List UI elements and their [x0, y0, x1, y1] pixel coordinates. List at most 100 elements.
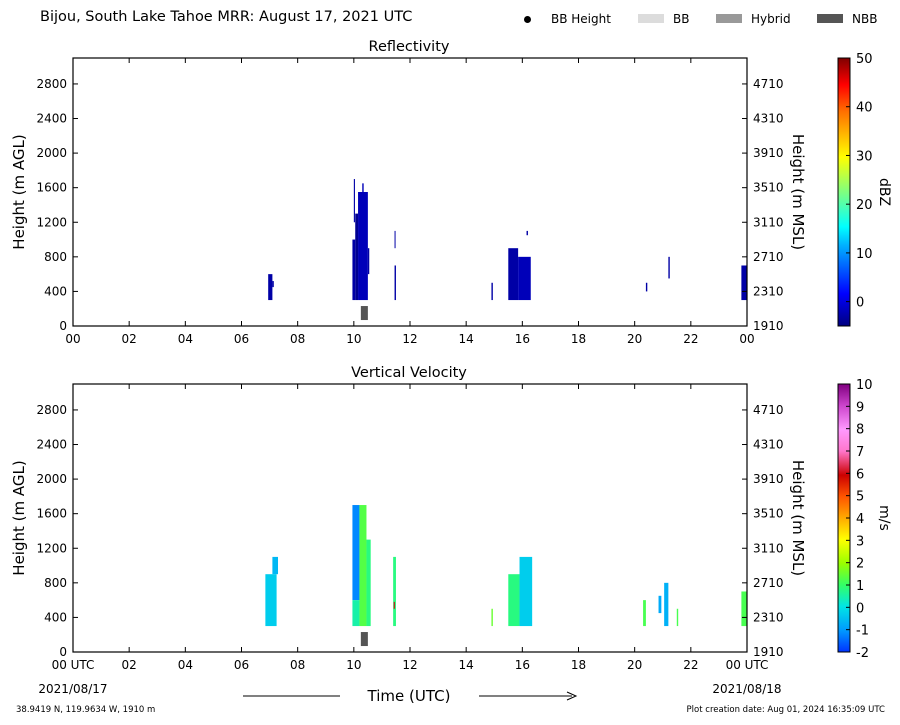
velocity-y-ticks: 0 400 800 1200 1600 2000 2400 2800: [36, 403, 78, 659]
y-right-tick-label: 4710: [753, 403, 784, 417]
colorbar-tick-label: 8: [856, 423, 864, 438]
y-right-tick-label: 2310: [753, 610, 784, 624]
legend-label-bb-height: BB Height: [551, 12, 611, 26]
data-cell-1: [272, 556, 279, 575]
y-right-tick-label: 3910: [753, 146, 784, 160]
y-right-tick-label: 3110: [753, 215, 784, 229]
data-cell-5: [358, 192, 368, 301]
y-tick-label: 2800: [36, 403, 67, 417]
y-tick-label: 800: [44, 576, 67, 590]
data-cell-6: [362, 183, 364, 192]
data-cell-4: [355, 213, 359, 301]
colorbar-tick-label: 50: [856, 52, 873, 67]
data-cell-12: [518, 256, 531, 301]
data-cell-7: [393, 601, 395, 609]
y-tick-label: 400: [44, 284, 67, 298]
data-cell-9: [508, 574, 520, 627]
legend-swatch-hybrid: [716, 14, 742, 23]
x-tick-label: 00 UTC: [52, 658, 95, 672]
x-tick-label: 00: [65, 332, 80, 346]
y-tick-label: 2000: [36, 146, 67, 160]
data-cell-10: [491, 282, 493, 301]
x-tick-label: 08: [290, 332, 305, 346]
reflectivity-panel: Reflectivity 00 02 04 06 08 10 12 14 16 18 20 22 00 …: [10, 39, 892, 346]
colorbar-tick-label: 20: [856, 198, 873, 213]
data-cell-6: [393, 556, 396, 627]
data-cell-1: [272, 281, 274, 288]
x-tick-label: 22: [683, 658, 698, 672]
reflectivity-x-ticks: 00 02 04 06 08 10 12 14 16 18 20 22 00: [65, 58, 755, 346]
y-tick-label: 0: [59, 319, 67, 333]
y-right-tick-label: 2710: [753, 250, 784, 264]
colorbar-tick-label: 10: [856, 378, 873, 393]
bright-band-marker-0: [360, 306, 368, 321]
bb-height-legend-dot-icon: [524, 16, 531, 23]
x-tick-label: 14: [459, 658, 474, 672]
velocity-title: Vertical Velocity: [351, 365, 467, 381]
y-tick-label: 0: [59, 645, 67, 659]
legend-swatch-bb: [638, 14, 664, 23]
y-right-tick-label: 3510: [753, 181, 784, 195]
reflectivity-colorbar: [837, 57, 851, 327]
colorbar-tick-label: 40: [856, 101, 873, 116]
reflectivity-bright-band: [360, 306, 368, 321]
end-date-label: 2021/08/18: [712, 682, 781, 696]
data-cell-7: [367, 248, 370, 275]
data-cell-10: [519, 556, 533, 627]
legend-swatch-nbb: [817, 14, 843, 23]
y-tick-label: 800: [44, 250, 67, 264]
colorbar-tick-label: 9: [856, 400, 864, 415]
y-right-tick-label: 3510: [753, 507, 784, 521]
data-cell-2: [352, 505, 360, 601]
data-cell-3: [352, 600, 360, 627]
y-tick-label: 1600: [36, 507, 67, 521]
reflectivity-y-label-right: Height (m MSL): [789, 134, 807, 250]
x-tick-label: 02: [122, 658, 137, 672]
colorbar-tick-label: -1: [856, 624, 869, 639]
colorbar-tick-label: 2: [856, 557, 864, 572]
y-tick-label: 2800: [36, 77, 67, 91]
data-cell-15: [741, 591, 747, 627]
data-cell-9: [394, 230, 396, 249]
x-tick-label: 04: [178, 658, 193, 672]
x-tick-label: 16: [515, 658, 530, 672]
colorbar-tick-label: 30: [856, 149, 873, 164]
x-tick-label: 04: [178, 332, 193, 346]
x-tick-label: 12: [402, 332, 417, 346]
data-cell-13: [526, 230, 528, 236]
x-tick-label: 06: [234, 332, 249, 346]
x-tick-label: 14: [459, 332, 474, 346]
colorbar-tick-label: 3: [856, 534, 864, 549]
x-tick-label: 10: [346, 658, 361, 672]
y-tick-label: 1200: [36, 541, 67, 555]
y-tick-label: 2000: [36, 472, 67, 486]
colorbar-tick-label: 0: [856, 601, 864, 616]
data-cell-8: [491, 608, 493, 627]
velocity-y-label: Height (m AGL): [10, 460, 28, 575]
reflectivity-colorbar-ticks: 0 10 20 30 40 50: [846, 52, 873, 311]
velocity-y-label-right: Height (m MSL): [789, 460, 807, 576]
location-footer: 38.9419 N, 119.9634 W, 1910 m: [16, 705, 156, 715]
x-tick-label: 08: [290, 658, 305, 672]
y-right-tick-label: 4310: [753, 438, 784, 452]
y-right-tick-label: 4710: [753, 77, 784, 91]
x-axis-label: Time (UTC): [367, 687, 451, 705]
data-cell-0: [268, 274, 273, 301]
legend-label-bb: BB: [673, 12, 690, 26]
velocity-colorbar-label: m/s: [876, 505, 892, 531]
data-cell-11: [508, 248, 519, 301]
y-right-tick-label: 1910: [753, 319, 784, 333]
start-date-label: 2021/08/17: [38, 682, 107, 696]
bright-band-marker-0: [360, 632, 368, 647]
reflectivity-cells: [268, 179, 747, 301]
y-right-tick-label: 4310: [753, 112, 784, 126]
y-right-tick-label: 3110: [753, 541, 784, 555]
x-tick-label: 20: [627, 332, 642, 346]
reflectivity-title: Reflectivity: [369, 39, 450, 55]
data-cell-8: [394, 265, 396, 301]
colorbar-tick-label: -2: [856, 646, 869, 661]
colorbar-tick-label: 4: [856, 512, 864, 527]
